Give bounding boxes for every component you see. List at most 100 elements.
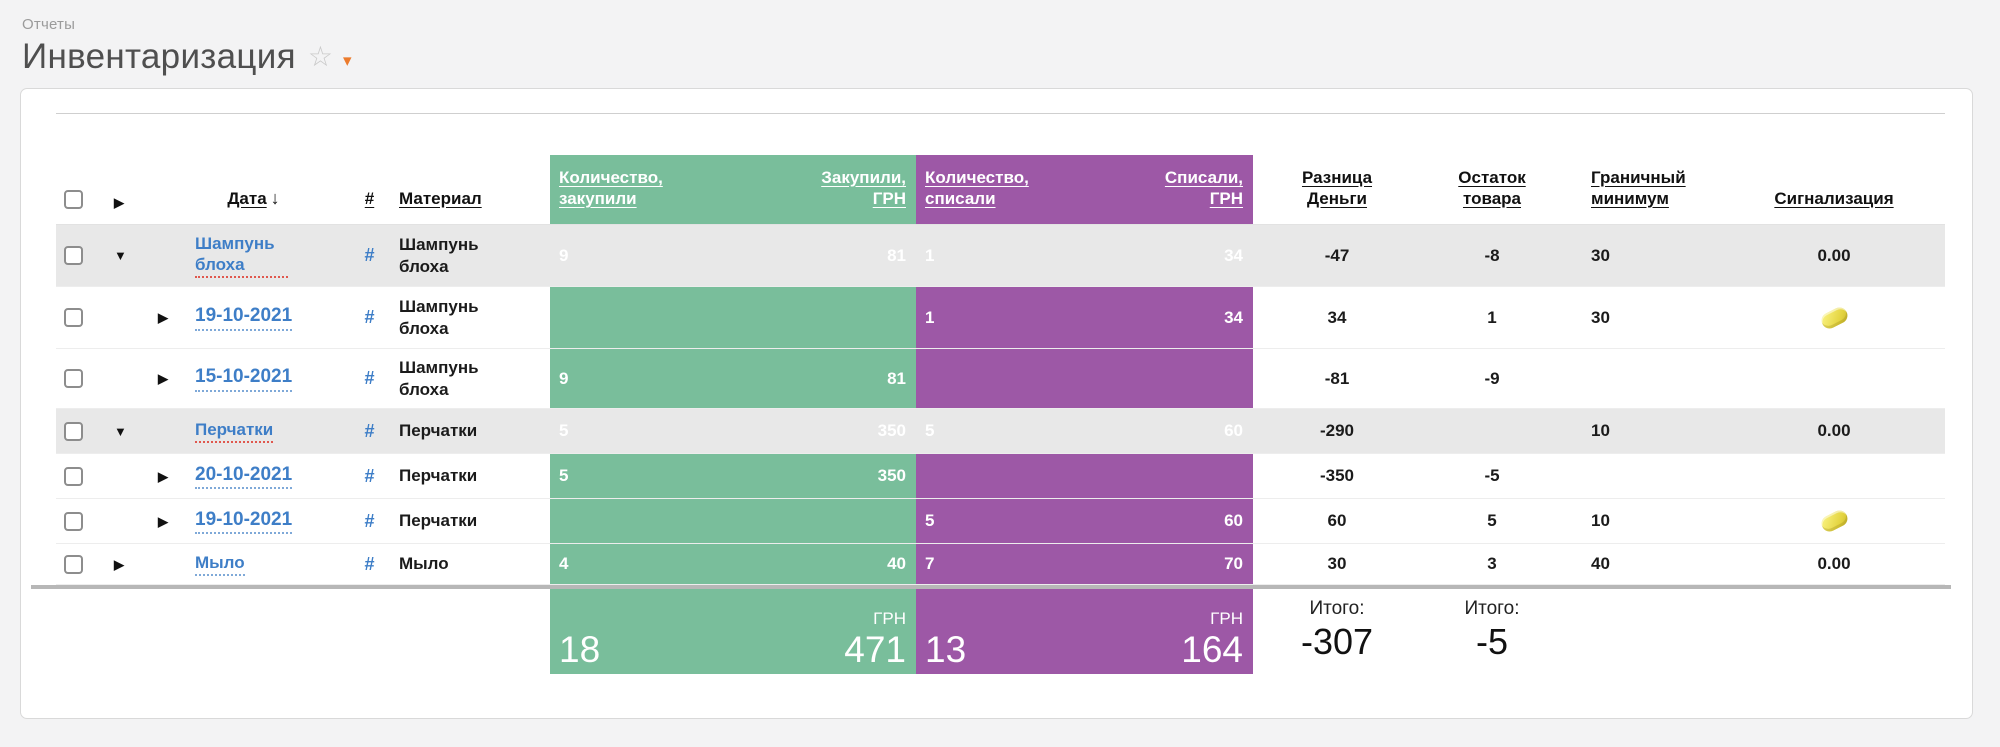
remain-total-block: Итого: -5 [1421, 589, 1563, 674]
purchased-grn-cell [733, 499, 916, 543]
hash-link[interactable]: # [364, 465, 375, 486]
sort-desc-icon[interactable]: ↓ [270, 187, 280, 208]
qty-writeoff-cell [916, 349, 1085, 408]
date-link[interactable]: 19-10-2021 [195, 304, 293, 331]
page-header: Отчеты Инвентаризация ☆ ▾ [0, 0, 2000, 77]
purchase-totals-block: 18 ГРН 471 [550, 589, 916, 674]
expand-row-icon[interactable]: ▶ [158, 513, 168, 529]
stock-remainder-cell: -8 [1484, 245, 1500, 265]
table-row-group-shampun: ▼ Шампунь блоха # Шампунь блоха 9 81 1 3… [56, 225, 1945, 287]
collapse-group-icon[interactable]: ▼ [114, 248, 127, 263]
writeoff-grn-cell: 60 [1224, 421, 1243, 441]
column-header-diff-money[interactable]: Разница Деньги [1301, 167, 1373, 208]
alarm-indicator-icon [1818, 304, 1850, 331]
row-checkbox[interactable] [64, 466, 83, 486]
row-checkbox[interactable] [64, 511, 83, 531]
material-cell: Перчатки [399, 466, 478, 486]
stock-remainder-cell: 5 [1487, 511, 1497, 531]
material-cell: Мыло [399, 554, 449, 574]
expand-group-icon[interactable]: ▶ [114, 556, 124, 572]
diff-money-cell: -290 [1319, 421, 1355, 441]
writeoff-qty-total: 13 [925, 629, 967, 670]
diff-money-cell: -81 [1324, 368, 1350, 388]
group-link[interactable]: Перчатки [195, 419, 274, 444]
column-header-writeoff-grn[interactable]: Списали, ГРН [1164, 167, 1243, 208]
min-threshold-cell [1563, 454, 1723, 498]
column-header-hash[interactable]: # [364, 188, 375, 208]
totals-divider [31, 585, 1951, 589]
table-row-detail: ▶ 20-10-2021 # Перчатки 5 350 -350 -5 [56, 454, 1945, 499]
row-checkbox[interactable] [64, 308, 83, 327]
title-dropdown-icon[interactable]: ▾ [342, 50, 352, 70]
row-checkbox[interactable] [64, 246, 83, 265]
column-header-material[interactable]: Материал [399, 188, 482, 208]
date-link[interactable]: 15-10-2021 [195, 365, 293, 392]
column-header-date[interactable]: Дата [227, 188, 267, 208]
table-row-group-perchatki: ▼ Перчатки # Перчатки 5 350 5 60 -290 10… [56, 409, 1945, 454]
table-row-group-mylo: ▶ Мыло # Мыло 4 40 7 70 30 3 40 0.00 [56, 544, 1945, 585]
alarm-cell [1723, 454, 1945, 498]
stock-remainder-cell: 3 [1487, 554, 1497, 574]
alarm-cell: 0.00 [1817, 245, 1851, 265]
breadcrumb[interactable]: Отчеты [22, 16, 76, 33]
row-checkbox[interactable] [64, 554, 83, 574]
collapse-group-icon[interactable]: ▼ [114, 423, 127, 439]
qty-writeoff-cell: 1 [925, 245, 935, 265]
material-cell: Перчатки [399, 421, 478, 441]
writeoff-grn-cell: 34 [1224, 245, 1243, 265]
column-header-purchased-grn[interactable]: Закупили, ГРН [821, 167, 906, 208]
table-row-detail: ▶ 19-10-2021 # Шампунь блоха 1 34 34 1 3… [56, 287, 1945, 349]
group-link[interactable]: Шампунь блоха [195, 233, 288, 279]
purchased-grn-cell: 40 [733, 544, 916, 584]
favorite-star-icon[interactable]: ☆ [307, 41, 333, 72]
hash-link[interactable]: # [364, 553, 375, 574]
expand-all-icon[interactable]: ▶ [114, 195, 124, 210]
diff-total-block: Итого: -307 [1253, 589, 1421, 674]
qty-purchased-cell: 9 [550, 349, 733, 408]
qty-purchased-cell: 5 [559, 421, 569, 441]
purchase-qty-total: 18 [559, 629, 601, 670]
purchased-grn-cell: 350 [877, 421, 906, 441]
column-header-qty-writeoff[interactable]: Количество, списали [925, 167, 1029, 208]
hash-link[interactable]: # [364, 245, 375, 266]
min-threshold-cell [1563, 349, 1723, 408]
qty-writeoff-cell: 5 [925, 421, 935, 441]
hash-link[interactable]: # [364, 420, 375, 441]
diff-total-value: -307 [1300, 620, 1374, 662]
alarm-indicator-icon [1818, 507, 1850, 535]
alarm-cell [1723, 349, 1945, 408]
hash-link[interactable]: # [364, 510, 375, 531]
column-header-qty-purchased[interactable]: Количество, закупили [559, 167, 663, 208]
min-threshold-cell: 10 [1591, 511, 1610, 531]
stock-remainder-cell: 1 [1487, 307, 1497, 327]
qty-writeoff-cell [916, 454, 1085, 498]
purchase-currency-label: ГРН [873, 609, 906, 629]
column-header-alarm[interactable]: Сигнализация [1774, 188, 1894, 208]
purchased-grn-cell [733, 287, 916, 348]
hash-link[interactable]: # [364, 307, 375, 328]
row-checkbox[interactable] [64, 369, 83, 388]
writeoff-totals-block: 13 ГРН 164 [916, 589, 1253, 674]
min-threshold-cell: 10 [1591, 421, 1610, 441]
expand-row-icon[interactable]: ▶ [158, 468, 168, 484]
row-checkbox[interactable] [64, 421, 83, 441]
column-header-min-threshold[interactable]: Граничный минимум [1591, 167, 1686, 208]
column-header-stock-remainder[interactable]: Остаток товара [1458, 167, 1526, 208]
select-all-checkbox[interactable] [64, 190, 83, 209]
qty-purchased-cell [550, 499, 733, 543]
qty-purchased-cell: 4 [550, 544, 733, 584]
date-link[interactable]: 20-10-2021 [195, 463, 293, 490]
expand-row-icon[interactable]: ▶ [158, 371, 168, 386]
stock-remainder-cell: -5 [1484, 466, 1500, 486]
group-link[interactable]: Мыло [195, 552, 245, 577]
page-title: Инвентаризация [22, 37, 296, 76]
table-row-detail: ▶ 15-10-2021 # Шампунь блоха 9 81 -81 -9 [56, 349, 1945, 409]
material-cell: Шампунь блоха [399, 235, 479, 276]
date-link[interactable]: 19-10-2021 [195, 508, 293, 535]
hash-link[interactable]: # [364, 368, 375, 389]
table-row-detail: ▶ 19-10-2021 # Перчатки 5 60 60 5 10 [56, 499, 1945, 544]
purchased-grn-cell: 350 [733, 454, 916, 498]
expand-row-icon[interactable]: ▶ [158, 310, 168, 325]
table-header-row: ▶ Дата ↓ # Материал Количество, закупили З… [56, 114, 1945, 225]
writeoff-currency-label: ГРН [1210, 609, 1243, 629]
